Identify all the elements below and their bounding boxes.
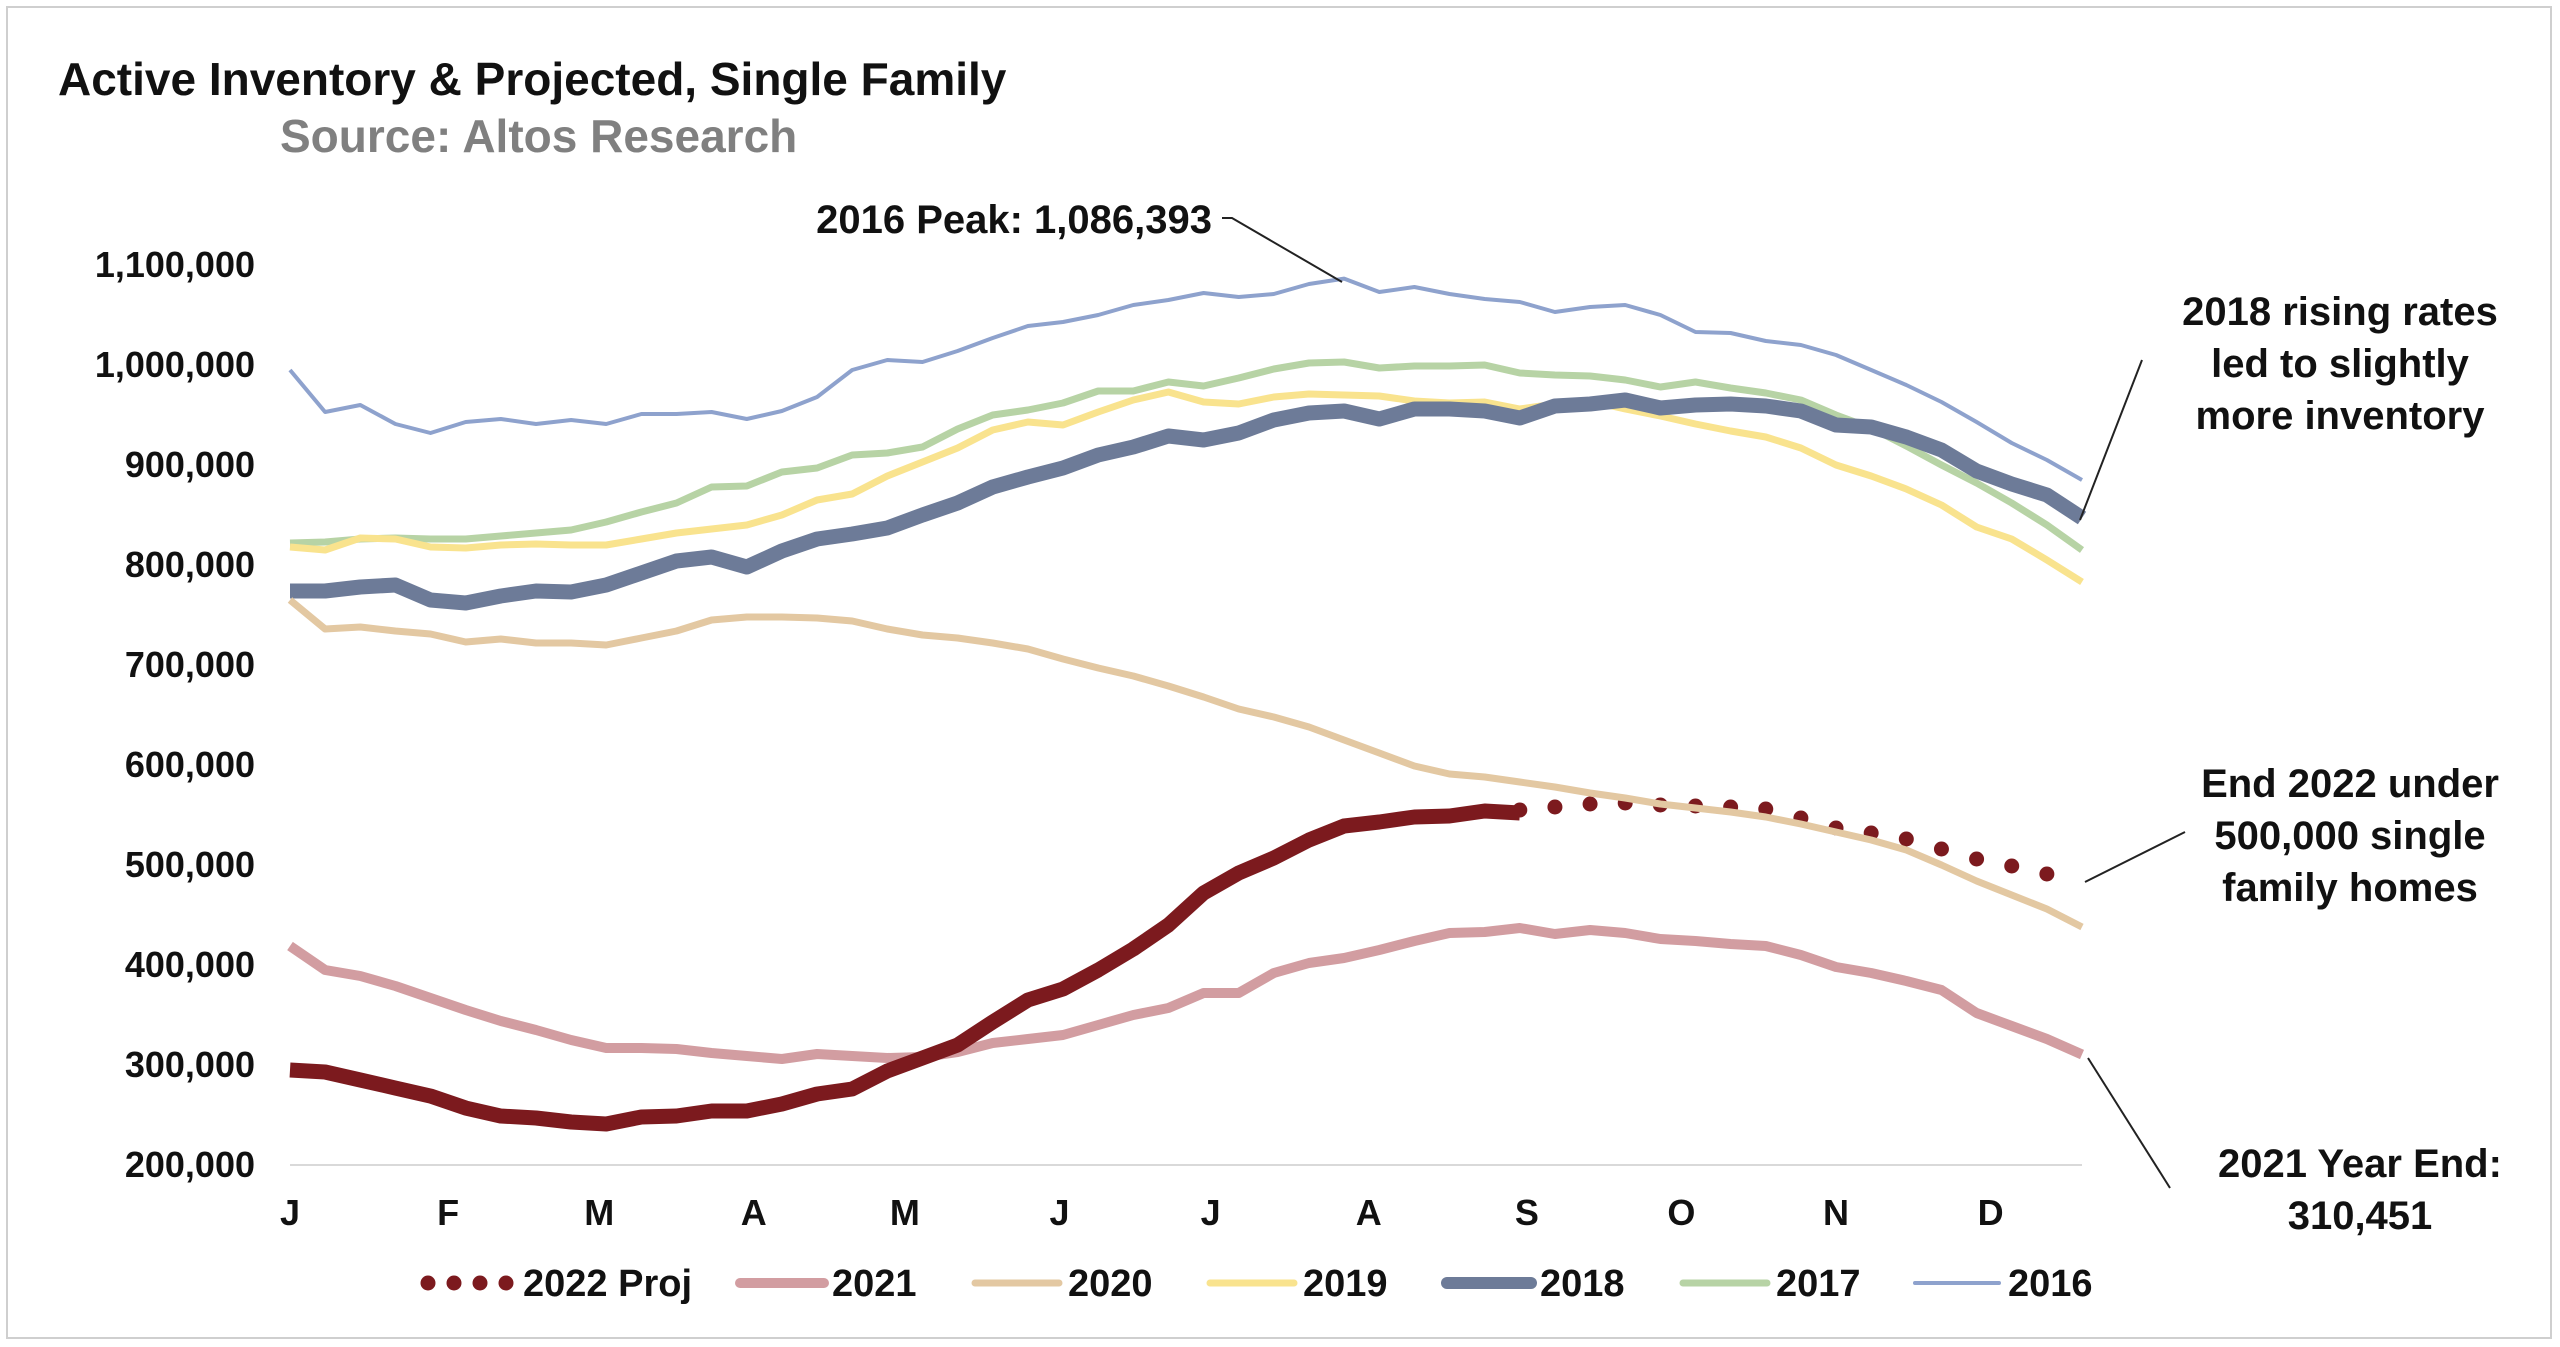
series-2022-actual-line bbox=[289, 803, 1521, 1132]
annotation-rising-rates-2018-line: led to slightly bbox=[2211, 342, 2470, 386]
y-tick-label: 400,000 bbox=[125, 944, 255, 985]
series-2016-line bbox=[288, 276, 2083, 482]
series-2019-line bbox=[289, 388, 2084, 585]
y-tick-label: 1,100,000 bbox=[95, 244, 255, 285]
series-2022-proj-point bbox=[1898, 831, 1914, 847]
annotation-peak-2016-line: 2016 Peak: 1,086,393 bbox=[816, 198, 1212, 242]
legend-label-2019: 2019 bbox=[1303, 1263, 1388, 1305]
legend-label-2016: 2016 bbox=[2008, 1263, 2093, 1305]
x-tick-label: O bbox=[1667, 1192, 1695, 1233]
x-tick-label: M bbox=[584, 1192, 614, 1233]
legend-swatch-2022-proj bbox=[420, 1275, 436, 1291]
annotation-end-2022-line: End 2022 under bbox=[2201, 762, 2499, 806]
series-2022-proj-point bbox=[1758, 801, 1774, 817]
y-tick-label: 300,000 bbox=[125, 1044, 255, 1085]
annotation-rising-rates-2018-line: more inventory bbox=[2196, 394, 2486, 438]
annotation-leader-year-end-2021 bbox=[2087, 1057, 2171, 1189]
legend: 2022 Proj 2021 2020 2019 2018 2017 2016 bbox=[420, 1263, 2093, 1305]
series-2022-proj-point bbox=[2039, 866, 2055, 882]
annotation-end-2022-line: family homes bbox=[2222, 866, 2478, 910]
annotation-leader-end-2022 bbox=[2084, 831, 2186, 883]
legend-swatch-2022-proj bbox=[446, 1275, 462, 1291]
y-tick-label: 700,000 bbox=[125, 644, 255, 685]
annotations: 2016 Peak: 1,086,393 2018 rising rates led… bbox=[816, 198, 2502, 1238]
legend-swatch-2022-proj bbox=[498, 1275, 514, 1291]
y-tick-label: 800,000 bbox=[125, 544, 255, 585]
series-2017-line bbox=[289, 358, 2085, 553]
series-2018-line bbox=[290, 392, 2087, 611]
series-lines bbox=[287, 276, 2087, 1132]
x-tick-label: A bbox=[741, 1192, 767, 1233]
x-tick-label: J bbox=[1201, 1192, 1221, 1233]
series-2022-proj-point bbox=[1547, 799, 1563, 815]
y-tick-label: 200,000 bbox=[125, 1144, 255, 1185]
series-2020-line bbox=[287, 597, 2084, 931]
annotation-rising-rates-2018-line: 2018 rising rates bbox=[2182, 290, 2498, 334]
annotation-leader-peak-2016 bbox=[1222, 217, 1343, 283]
series-2022-proj-point bbox=[1582, 796, 1598, 812]
legend-label-2020: 2020 bbox=[1068, 1263, 1153, 1305]
x-tick-label: S bbox=[1515, 1192, 1539, 1233]
series-2021-line bbox=[287, 923, 2085, 1064]
x-tick-label: A bbox=[1356, 1192, 1382, 1233]
x-tick-label: J bbox=[1049, 1192, 1069, 1233]
x-tick-label: F bbox=[437, 1192, 459, 1233]
chart-frame bbox=[6, 6, 2552, 1339]
annotation-year-end-2021-line: 2021 Year End: bbox=[2218, 1142, 2502, 1186]
legend-label-2021: 2021 bbox=[832, 1263, 917, 1305]
axes: 200,000 300,000 400,000 500,000 600,000 700,0… bbox=[95, 244, 2082, 1233]
legend-swatch-2022-proj bbox=[472, 1275, 488, 1291]
annotation-leader-rising-rates-2018 bbox=[2079, 359, 2143, 521]
legend-label-2017: 2017 bbox=[1776, 1263, 1861, 1305]
legend-label-2022-proj: 2022 Proj bbox=[523, 1263, 692, 1305]
legend-label-2018: 2018 bbox=[1540, 1263, 1625, 1305]
chart-title: Active Inventory & Projected, Single Fam… bbox=[58, 53, 1007, 105]
series-2022-proj-point bbox=[1933, 841, 1949, 857]
chart-subtitle: Source: Altos Research bbox=[280, 110, 797, 162]
y-tick-label: 900,000 bbox=[125, 444, 255, 485]
annotation-end-2022-line: 500,000 single bbox=[2214, 814, 2485, 858]
x-tick-label: N bbox=[1823, 1192, 1849, 1233]
annotation-year-end-2021-line: 310,451 bbox=[2288, 1194, 2433, 1238]
series-2022-proj-point bbox=[2004, 858, 2020, 874]
x-tick-label: J bbox=[280, 1192, 300, 1233]
y-tick-label: 600,000 bbox=[125, 744, 255, 785]
y-tick-label: 1,000,000 bbox=[95, 344, 255, 385]
series-2022-proj-point bbox=[1969, 851, 1985, 867]
x-tick-label: D bbox=[1978, 1192, 2004, 1233]
x-tick-label: M bbox=[890, 1192, 920, 1233]
y-tick-label: 500,000 bbox=[125, 844, 255, 885]
